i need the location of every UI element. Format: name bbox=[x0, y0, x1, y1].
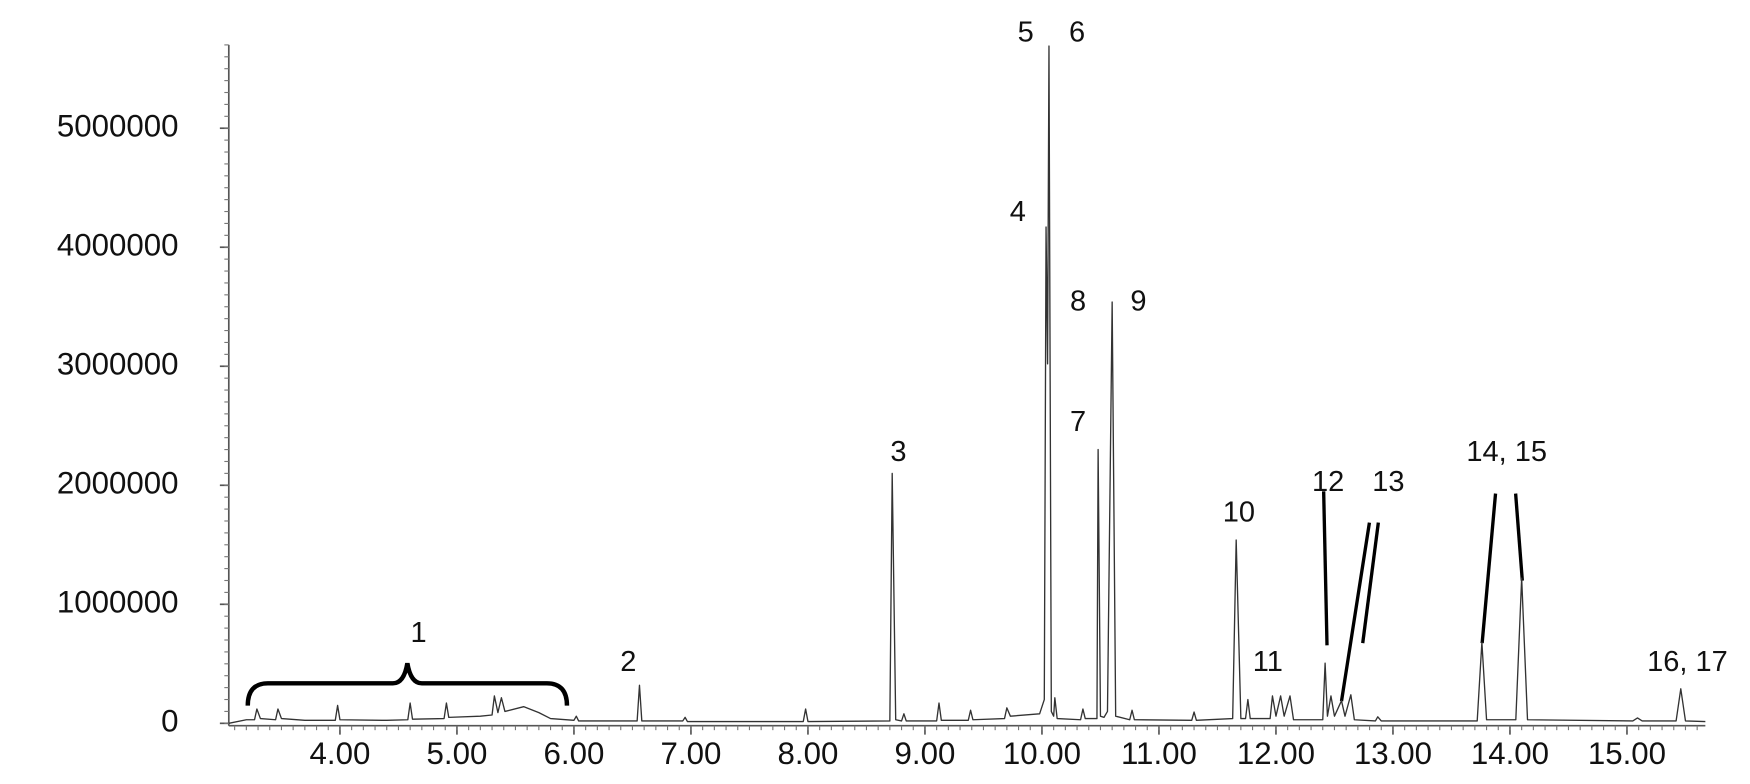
x-tick-label: 4.00 bbox=[310, 736, 371, 771]
chromatogram-trace bbox=[228, 45, 1706, 724]
x-tick-label: 13.00 bbox=[1354, 736, 1432, 771]
x-tick-label: 7.00 bbox=[661, 736, 722, 771]
peak-label: 9 bbox=[1130, 285, 1146, 317]
leader-line bbox=[1321, 491, 1329, 646]
y-tick-label: 5000000 bbox=[57, 108, 179, 143]
y-tick-label: 2000000 bbox=[57, 466, 179, 501]
leader-line bbox=[1361, 522, 1381, 644]
x-tick-label: 6.00 bbox=[544, 736, 605, 771]
bracket bbox=[245, 662, 570, 706]
leader-line bbox=[1480, 493, 1498, 644]
leader-line bbox=[1339, 522, 1372, 702]
x-tick-label: 8.00 bbox=[778, 736, 839, 771]
leader-line bbox=[1513, 493, 1524, 581]
peak-label: 5 bbox=[1018, 16, 1034, 48]
x-tick-label: 9.00 bbox=[895, 736, 956, 771]
peak-label: 3 bbox=[890, 436, 906, 468]
y-tick-label: 4000000 bbox=[57, 227, 179, 262]
x-tick-label: 12.00 bbox=[1237, 736, 1315, 771]
peak-label: 4 bbox=[1010, 196, 1026, 228]
peak-label: 8 bbox=[1070, 285, 1086, 317]
peak-label: 2 bbox=[620, 646, 636, 678]
y-tick-label: 0 bbox=[161, 704, 178, 739]
peak-label: 7 bbox=[1070, 406, 1086, 438]
x-tick-label: 14.00 bbox=[1471, 736, 1549, 771]
peak-label: 1 bbox=[410, 617, 426, 649]
x-tick-label: 10.00 bbox=[1003, 736, 1081, 771]
peak-label: 16, 17 bbox=[1647, 646, 1728, 678]
y-tick-label: 3000000 bbox=[57, 347, 179, 382]
annotation-leaders bbox=[245, 491, 1524, 706]
peak-label: 6 bbox=[1069, 16, 1085, 48]
peak-label: 12 bbox=[1312, 466, 1344, 498]
y-tick-label: 1000000 bbox=[57, 585, 179, 620]
peak-label: 10 bbox=[1223, 496, 1255, 528]
peak-label: 14, 15 bbox=[1466, 436, 1547, 468]
x-tick-label: 11.00 bbox=[1121, 736, 1197, 771]
x-tick-label: 5.00 bbox=[427, 736, 488, 771]
x-tick-label: 15.00 bbox=[1588, 736, 1666, 771]
peak-label: 13 bbox=[1372, 466, 1404, 498]
peak-label: 11 bbox=[1253, 646, 1283, 678]
